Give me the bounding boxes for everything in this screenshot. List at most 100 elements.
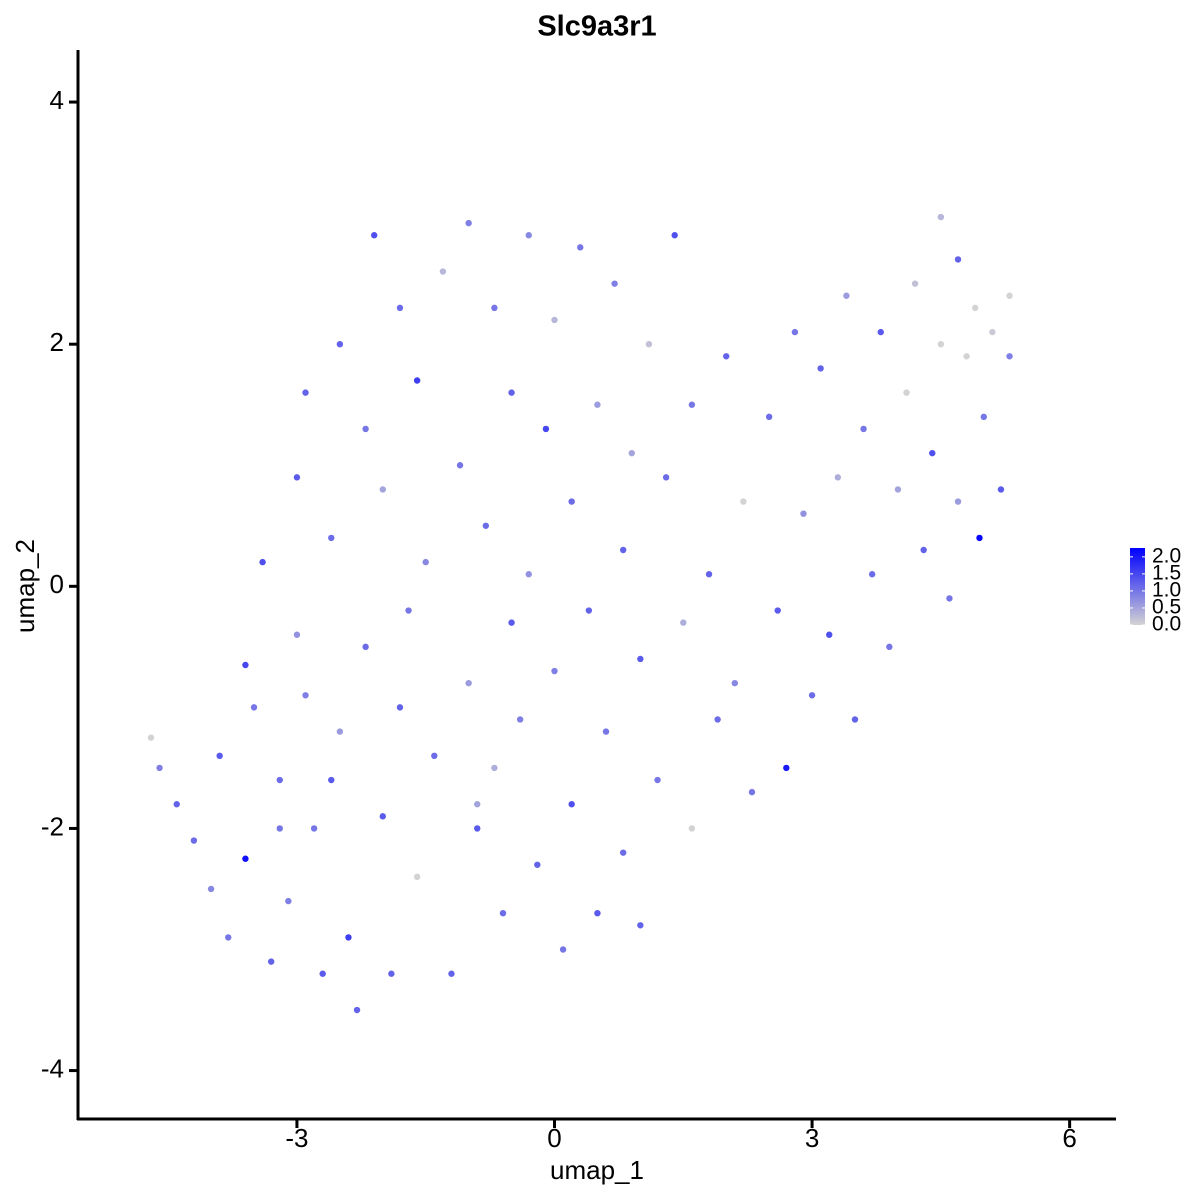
point [388, 970, 395, 977]
point [285, 897, 292, 905]
point [336, 340, 344, 348]
point [800, 510, 807, 517]
point [465, 679, 472, 687]
point [362, 425, 369, 433]
point [868, 571, 876, 578]
point [353, 1006, 361, 1014]
x-tick-label: 6 [1062, 1123, 1076, 1153]
point [551, 316, 558, 324]
point [920, 546, 927, 554]
point [396, 304, 404, 312]
point [568, 801, 575, 808]
point [619, 546, 627, 554]
point [662, 474, 670, 481]
point [808, 692, 816, 699]
point [525, 571, 532, 578]
x-tick-label: 0 [547, 1123, 561, 1153]
point [242, 661, 249, 669]
point [843, 292, 850, 299]
point [259, 558, 266, 566]
point [439, 268, 447, 275]
point [723, 353, 730, 360]
point [765, 413, 773, 421]
point [293, 474, 301, 481]
y-tick-label: 0 [50, 569, 64, 599]
y-tick-label: 2 [50, 327, 64, 357]
point [216, 752, 223, 760]
point [336, 728, 344, 735]
point [456, 462, 464, 469]
point [499, 909, 507, 917]
point [293, 631, 301, 638]
point [997, 486, 1005, 493]
colorbar [1130, 548, 1145, 625]
point [654, 776, 661, 784]
point [877, 328, 884, 336]
point [980, 413, 987, 421]
point [508, 389, 515, 396]
point [705, 571, 713, 578]
points-layer [147, 213, 1013, 1014]
point [568, 498, 575, 505]
y-axis-title: umap_2 [10, 539, 40, 633]
y-tick-label: -2 [41, 811, 64, 841]
point [894, 486, 902, 493]
point [345, 934, 352, 941]
point [379, 813, 386, 820]
point [242, 855, 249, 862]
x-tick-label: -3 [285, 1123, 308, 1153]
point [886, 643, 893, 651]
point [585, 607, 593, 614]
point [319, 970, 326, 977]
chart-title: Slc9a3r1 [537, 11, 656, 43]
point [448, 970, 455, 977]
point [1006, 292, 1013, 299]
y-tick-label: 4 [50, 85, 64, 115]
point [851, 716, 859, 723]
x-axis-title: umap_1 [550, 1155, 644, 1185]
point [619, 849, 627, 856]
colorbar-label: 0.5 [1152, 596, 1181, 619]
y-tick-label: -4 [41, 1053, 64, 1083]
point [577, 244, 584, 251]
point [740, 498, 747, 505]
point [474, 801, 481, 808]
point [371, 232, 378, 239]
point [860, 425, 867, 433]
point [431, 752, 438, 760]
point [276, 825, 283, 832]
point [267, 958, 275, 965]
point [937, 213, 945, 221]
point [748, 788, 756, 796]
point [946, 595, 953, 602]
point [534, 861, 541, 868]
point [783, 764, 790, 772]
colorbar-label: 1.5 [1152, 561, 1181, 584]
colorbar-label: 0.0 [1152, 613, 1181, 636]
point [688, 825, 696, 832]
colorbar-label: 1.0 [1152, 578, 1181, 601]
point [714, 716, 721, 723]
point [645, 340, 653, 348]
point [963, 353, 970, 360]
point [207, 885, 215, 893]
x-tick-label: 3 [805, 1123, 819, 1153]
point [250, 704, 258, 711]
point [413, 873, 421, 881]
point [954, 256, 962, 263]
point [156, 764, 163, 772]
point [310, 825, 318, 832]
point [542, 425, 550, 433]
point [474, 825, 481, 832]
point [422, 558, 429, 566]
colorbar-label: 2.0 [1152, 544, 1181, 567]
point [302, 389, 309, 396]
point [929, 449, 936, 457]
point [628, 449, 635, 457]
point [911, 280, 919, 287]
point [362, 643, 369, 651]
point [491, 764, 498, 772]
point [508, 619, 515, 626]
point [405, 607, 412, 614]
